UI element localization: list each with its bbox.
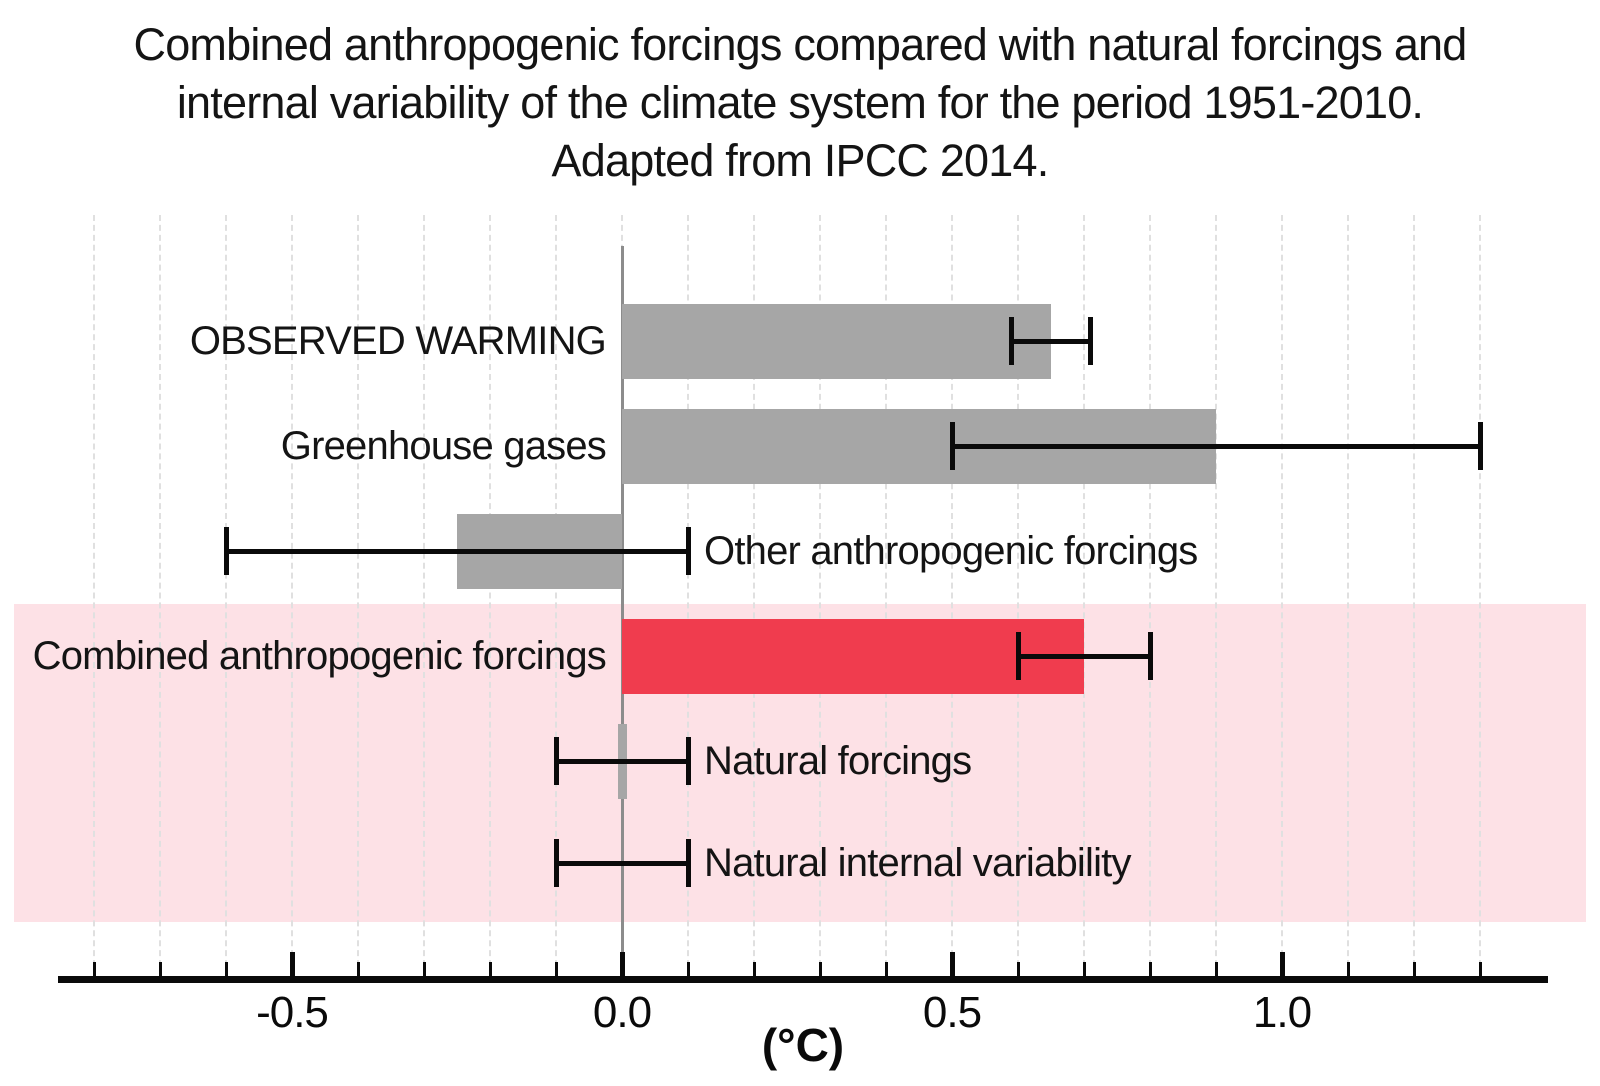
gridline [1347,215,1349,976]
errorbar-cap-low-other-anthropogenic-forcings [223,527,229,575]
gridline [1281,215,1283,976]
label-natural-forcings: Natural forcings [704,739,972,783]
errorbar-cap-high-other-anthropogenic-forcings [685,527,691,575]
x-minor-tick [554,962,558,976]
chart-title: Combined anthropogenic forcings compared… [0,16,1600,190]
bar-observed-warming [622,303,1051,379]
gridline [1215,215,1217,976]
label-other-anthropogenic-forcings: Other anthropogenic forcings [704,529,1198,573]
label-observed-warming: OBSERVED WARMING [189,319,607,363]
x-minor-tick [884,962,888,976]
gridline [753,215,755,976]
errorbar-cap-high-natural-internal-variability [685,839,691,887]
errorbar-cap-low-natural-forcings [553,737,559,785]
x-minor-tick [1478,962,1482,976]
x-minor-tick [92,962,96,976]
gridline [1479,215,1481,976]
gridline [1413,215,1415,976]
gridline [951,215,953,976]
gridline [93,215,95,976]
chart-title-line-3: Adapted from IPCC 2014. [551,135,1050,186]
x-axis-spine [58,976,1548,983]
x-minor-tick [356,962,360,976]
gridline [1017,215,1019,976]
x-major-tick [949,952,955,976]
label-natural-internal-variability: Natural internal variability [704,841,1131,885]
x-tick-label: 0.5 [922,988,982,1037]
gridline [423,215,425,976]
errorbar-cap-high-natural-forcings [685,737,691,785]
gridline [291,215,293,976]
errorbar-greenhouse-gases [952,443,1480,449]
gridline [159,215,161,976]
errorbar-cap-low-combined-anthropogenic-forcings [1015,632,1021,680]
chart-title-line-1: Combined anthropogenic forcings compared… [133,19,1468,70]
x-minor-tick [1214,962,1218,976]
gridline [687,215,689,976]
gridline [225,215,227,976]
x-minor-tick [1016,962,1020,976]
x-major-tick [619,952,625,976]
x-axis-label: (°C) [761,1019,845,1071]
zero-line [620,246,624,976]
x-tick-label: -0.5 [256,988,329,1037]
errorbar-cap-low-greenhouse-gases [949,422,955,470]
x-minor-tick [752,962,756,976]
x-tick-label: 1.0 [1252,988,1312,1037]
x-major-tick [289,952,295,976]
x-minor-tick [1346,962,1350,976]
x-minor-tick [488,962,492,976]
x-minor-tick [422,962,426,976]
chart-title-line-2: internal variability of the climate syst… [176,77,1424,128]
x-tick-label: 0.0 [592,988,652,1037]
gridline [357,215,359,976]
errorbar-cap-low-observed-warming [1008,317,1014,365]
x-minor-tick [686,962,690,976]
gridline [819,215,821,976]
x-minor-tick [224,962,228,976]
gridline [489,215,491,976]
gridline [1149,215,1151,976]
label-greenhouse-gases: Greenhouse gases [280,424,607,468]
gridline [885,215,887,976]
errorbar-natural-internal-variability [556,860,688,866]
errorbar-cap-high-observed-warming [1088,317,1094,365]
errorbar-cap-high-greenhouse-gases [1477,422,1483,470]
errorbar-cap-low-natural-internal-variability [553,839,559,887]
x-major-tick [1279,952,1285,976]
errorbar-cap-high-combined-anthropogenic-forcings [1147,632,1153,680]
x-minor-tick [158,962,162,976]
x-minor-tick [1082,962,1086,976]
errorbar-combined-anthropogenic-forcings [1018,653,1150,659]
errorbar-natural-forcings [556,758,688,764]
label-combined-anthropogenic-forcings: Combined anthropogenic forcings [32,634,607,678]
bar-combined-anthropogenic-forcings [622,618,1084,694]
x-minor-tick [1412,962,1416,976]
x-minor-tick [818,962,822,976]
errorbar-observed-warming [1011,338,1091,344]
gridline [1083,215,1085,976]
gridline [555,215,557,976]
x-minor-tick [1148,962,1152,976]
errorbar-other-anthropogenic-forcings [226,548,688,554]
